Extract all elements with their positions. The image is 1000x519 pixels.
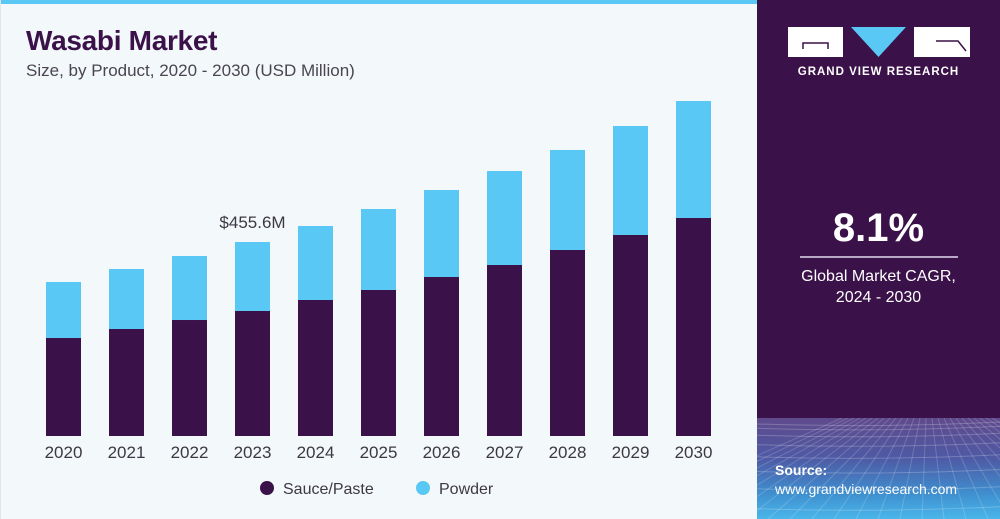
grid-line xyxy=(757,418,861,477)
grid-line xyxy=(833,418,903,519)
cagr-divider xyxy=(800,256,958,258)
stacked-bar-chart: 2020 2021 2022 2023 2024 2025 2026 2027 2028 2029… xyxy=(45,101,713,498)
grid-line xyxy=(757,421,1000,427)
grid-line xyxy=(757,418,855,469)
grid-line xyxy=(949,418,1000,504)
grid-line xyxy=(789,418,891,519)
x-tick-label-2021: 2021 xyxy=(108,443,146,462)
grid-line xyxy=(961,418,1000,461)
bar-powder-2020 xyxy=(46,281,81,338)
grid-line xyxy=(757,506,1000,511)
grid-line xyxy=(973,418,1000,440)
grid-line xyxy=(921,418,927,519)
x-tick-label-2023: 2023 xyxy=(234,443,272,462)
grid-line xyxy=(855,418,909,519)
source-url[interactable]: www.grandviewresearch.com xyxy=(775,481,958,497)
grid-line xyxy=(757,454,1000,459)
bar-powder-2030 xyxy=(676,101,711,218)
legend-marker-sauce-paste xyxy=(260,481,274,495)
bar-powder-2025 xyxy=(361,208,396,290)
x-tick-label-2028: 2028 xyxy=(549,443,587,462)
x-tick-label-2025: 2025 xyxy=(360,443,398,462)
grid-line xyxy=(757,418,879,512)
accent-strip xyxy=(1,0,758,4)
grid-line xyxy=(943,418,989,519)
bar-sauce-paste-2022 xyxy=(172,320,207,436)
legend-marker-powder xyxy=(416,481,430,495)
bar-powder-2024 xyxy=(298,225,333,300)
grid-line xyxy=(955,418,1000,478)
legend-label-sauce-paste: Sauce/Paste xyxy=(283,481,374,498)
source-title: Source: xyxy=(775,462,828,478)
grid-line xyxy=(811,418,897,519)
source-background xyxy=(757,418,1000,519)
bar-sauce-paste-2021 xyxy=(109,328,144,436)
cagr-label: Global Market CAGR, 2024 - 2030 xyxy=(757,266,1000,308)
cagr-value: 8.1% xyxy=(832,206,925,250)
x-tick-label-2030: 2030 xyxy=(675,443,713,462)
chart-area: Wasabi Market Size, by Product, 2020 - 2… xyxy=(0,0,758,519)
bar-powder-2021 xyxy=(109,268,144,329)
x-tick-label-2022: 2022 xyxy=(171,443,209,462)
bar-powder-2028 xyxy=(550,149,585,251)
bar-sauce-paste-2026 xyxy=(424,277,459,436)
x-tick-label-2024: 2024 xyxy=(297,443,335,462)
x-tick-label-2026: 2026 xyxy=(423,443,461,462)
x-tick-label-2027: 2027 xyxy=(486,443,524,462)
bar-sauce-paste-2024 xyxy=(298,299,333,436)
bar-sauce-paste-2023 xyxy=(235,310,270,436)
x-tick-label-2020: 2020 xyxy=(45,443,83,462)
side-panel: GRAND VIEW RESEARCH 8.1% Global Market C… xyxy=(757,0,1000,519)
grid-line xyxy=(757,486,1000,491)
chart-title: Wasabi Market xyxy=(26,25,218,56)
chart-subtitle: Size, by Product, 2020 - 2030 (USD Milli… xyxy=(26,61,355,80)
bar-powder-2027 xyxy=(487,171,522,265)
bar-powder-2023 xyxy=(235,242,270,311)
grid-line xyxy=(757,418,867,486)
wireframe-grid-decoration xyxy=(757,418,1000,519)
x-tick-label-2029: 2029 xyxy=(612,443,650,462)
source-block: Source: www.grandviewresearch.com xyxy=(775,461,957,499)
grid-line xyxy=(931,418,945,519)
grid-line xyxy=(899,418,921,519)
grid-line xyxy=(757,425,1000,431)
data-label-2023: $455.6M xyxy=(219,213,285,232)
bar-sauce-paste-2027 xyxy=(487,264,522,436)
legend-label-powder: Powder xyxy=(439,481,494,498)
bar-sauce-paste-2020 xyxy=(46,337,81,436)
grid-line xyxy=(757,418,849,462)
bar-powder-2029 xyxy=(613,126,648,235)
grid-line xyxy=(937,418,967,519)
grid-line xyxy=(757,469,1000,474)
grid-line xyxy=(967,418,1000,449)
grid-line xyxy=(757,418,873,498)
gvr-logo-icon xyxy=(788,27,970,57)
bar-powder-2026 xyxy=(424,190,459,278)
grid-line xyxy=(757,442,1000,447)
grid-line xyxy=(767,418,885,519)
bar-sauce-paste-2030 xyxy=(676,217,711,436)
grid-line xyxy=(877,418,915,519)
bar-sauce-paste-2025 xyxy=(361,289,396,436)
cagr-label-line1: Global Market CAGR, xyxy=(801,268,956,285)
bar-sauce-paste-2029 xyxy=(613,234,648,436)
bar-sauce-paste-2028 xyxy=(550,250,585,436)
grid-line xyxy=(757,418,843,457)
brand-name: GRAND VIEW RESEARCH xyxy=(797,66,960,78)
bar-powder-2022 xyxy=(172,256,207,321)
cagr-label-line2: 2024 - 2030 xyxy=(835,289,922,306)
grid-line xyxy=(757,432,1000,438)
